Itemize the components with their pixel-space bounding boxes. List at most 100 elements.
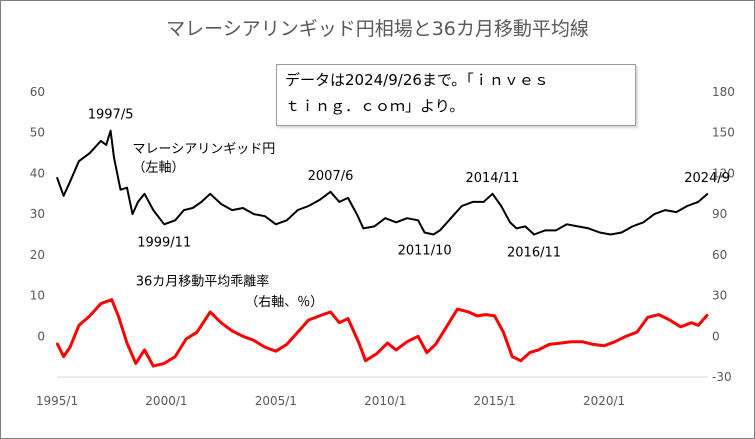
series-lines (55, 129, 709, 368)
data-point (406, 217, 408, 219)
data-point (113, 156, 115, 158)
series-line (56, 129, 709, 236)
data-point (231, 209, 233, 211)
data-point (577, 225, 579, 227)
data-point (680, 326, 682, 328)
data-point (264, 346, 266, 348)
annotation-label: 2014/11 (465, 171, 519, 186)
y-right-tick-label: 120 (712, 166, 735, 180)
data-point (163, 223, 165, 225)
annotation-label: 2011/10 (398, 243, 452, 258)
data-point (555, 229, 557, 231)
data-point (137, 201, 139, 203)
data-point (424, 231, 426, 234)
data-point (347, 318, 349, 320)
data-point (581, 341, 583, 343)
data-point (697, 324, 699, 326)
data-point (183, 209, 185, 211)
data-point (174, 356, 176, 358)
data-point (559, 342, 561, 344)
data-point (192, 207, 194, 209)
y-right-tick-label: 90 (712, 207, 727, 221)
y-right-tick-label: 60 (712, 248, 727, 262)
data-point (329, 191, 332, 193)
annotation-label: 1997/5 (88, 108, 134, 123)
data-point (485, 314, 487, 316)
y-right-tick-label: 0 (712, 329, 720, 343)
data-point (174, 219, 176, 221)
data-point (426, 352, 428, 354)
data-point (100, 303, 102, 305)
data-point (476, 315, 478, 317)
source-note: データは2024/9/26まで。「ｉｎｖｅｓ ｔｉｎｇ．ｃｏｍ」より。 (276, 64, 636, 126)
y-left-tick-label: 10 (30, 289, 45, 303)
data-point (119, 189, 122, 191)
data-point (63, 356, 65, 358)
annotations: 1997/5 マレーシアリンギッド円 （左軸） 1999/11 2007/6 2011/1… (88, 108, 730, 310)
data-point (529, 352, 531, 354)
data-point (691, 322, 693, 324)
data-point (220, 322, 222, 324)
data-point (548, 343, 551, 345)
data-point (69, 346, 71, 348)
data-point (450, 217, 452, 219)
data-point (242, 335, 244, 337)
data-point (509, 221, 511, 223)
y-left-tick-label: 30 (30, 207, 45, 221)
data-point (653, 213, 656, 215)
series-1 (55, 298, 709, 368)
data-point (491, 193, 494, 195)
annotation-label: 36カ月移動平均乖離率 (136, 273, 270, 289)
data-point (511, 356, 513, 358)
data-point (592, 343, 594, 345)
data-point (209, 193, 211, 195)
data-point (417, 335, 419, 337)
x-tick-label: 2000/1 (145, 394, 187, 408)
data-point (483, 201, 485, 203)
data-point (502, 331, 504, 333)
data-point (286, 343, 288, 345)
data-point (406, 341, 408, 343)
x-tick-label: 2010/1 (364, 394, 406, 408)
annotation-label: 1999/11 (137, 235, 191, 250)
data-point (515, 227, 518, 229)
data-point (100, 140, 102, 142)
source-note-line1: データは2024/9/26まで。「ｉｎｖｅｓ (285, 71, 549, 89)
data-point (636, 331, 638, 333)
y-right-tick-label: 180 (712, 85, 735, 99)
y-left-tick-label: 50 (30, 126, 45, 140)
data-point (533, 233, 535, 236)
data-point (417, 219, 419, 221)
data-point (658, 314, 660, 316)
data-point (126, 187, 128, 189)
data-point (675, 211, 677, 213)
data-point (209, 311, 211, 313)
data-point (686, 205, 688, 207)
data-point (152, 209, 154, 211)
data-point (588, 227, 590, 229)
annotation-label: （右軸、％） (245, 295, 323, 310)
data-point (395, 221, 397, 223)
data-point (308, 205, 310, 207)
data-point (338, 322, 340, 324)
data-point (78, 160, 80, 162)
y-left-tick-label: 0 (37, 329, 45, 343)
data-point (467, 311, 469, 313)
y-right-tick-label: -30 (712, 370, 732, 384)
data-point (105, 144, 107, 146)
data-point (56, 176, 58, 179)
y-right-tick-label: 150 (712, 126, 735, 140)
data-point (264, 215, 266, 217)
data-point (196, 331, 198, 333)
x-tick-label: 1995/1 (36, 394, 78, 408)
axes: 60 50 40 30 20 10 0 180 150 120 90 60 30 0 -30 1995/1 20… (30, 85, 735, 408)
annotation-label: （左軸） (132, 160, 184, 175)
data-point (308, 319, 310, 321)
series-0 (56, 129, 709, 236)
data-point (625, 335, 627, 337)
data-point (544, 229, 546, 231)
y-left-tick-label: 60 (30, 85, 45, 99)
data-point (599, 231, 601, 234)
y-left-tick-label: 20 (30, 248, 45, 262)
